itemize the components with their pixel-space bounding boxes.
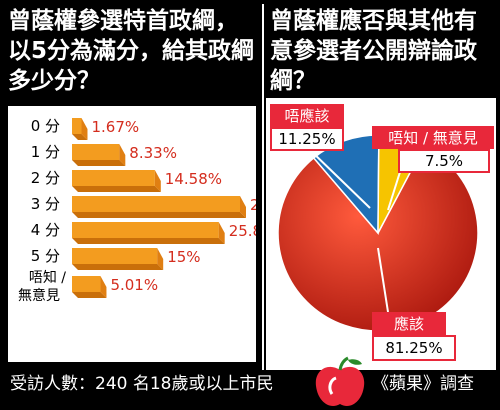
pie-value-unsure: 7.5% [398, 149, 490, 173]
pie-value-yes: 81.25% [372, 335, 456, 361]
bar-end [119, 144, 126, 166]
bar-group [72, 276, 107, 298]
value-label: 25.83% [229, 222, 256, 240]
survey-credit: 《蘋果》調查 [372, 374, 474, 394]
category-label: 5 分 [31, 247, 60, 265]
bar-group [72, 170, 161, 192]
value-label: 14.58% [165, 170, 222, 188]
bar-group [72, 118, 88, 140]
bar-shadow [72, 134, 88, 140]
value-label: 15% [167, 248, 200, 266]
bar-chart: 0 分 1.67% 1 分 8.33% 2 分 14.58% 3 分 29.58% 4 分 25.… [18, 117, 256, 304]
value-label: 5.01% [110, 276, 158, 294]
bar [72, 118, 82, 134]
bar-shadow [72, 292, 107, 298]
bar-end [81, 118, 88, 140]
pie-leader-no [309, 149, 371, 209]
bar [72, 276, 101, 292]
survey-footnote: 受訪人數：240 名18歲或以上市民 [10, 374, 274, 394]
category-label: 0 分 [31, 117, 60, 135]
category-label: 3 分 [31, 195, 60, 213]
apple-logo-icon [315, 356, 365, 406]
bar-shadow [72, 186, 161, 192]
category-label: 唔知 /無意見 [18, 269, 66, 304]
category-label: 1 分 [31, 143, 60, 161]
bar-chart-title: 曾蔭權參選特首政綱，以5分為滿分，給其政綱多少分？ [8, 8, 255, 94]
category-label: 4 分 [31, 221, 60, 239]
bar-shadow [72, 212, 246, 218]
pie-value-no: 11.25% [270, 127, 344, 151]
bar-group [72, 196, 246, 218]
bar [72, 196, 240, 212]
pie-label-no: 唔應該 [270, 104, 344, 127]
bar-group [72, 248, 164, 270]
bar-end [154, 170, 161, 192]
bar-group [72, 144, 126, 166]
value-label: 1.67% [91, 118, 139, 136]
bar [72, 144, 120, 160]
bar-shadow [72, 264, 164, 270]
bar-end [100, 276, 107, 298]
panel-divider [262, 4, 264, 370]
bar [72, 248, 158, 264]
pie-leader-unsure [387, 171, 401, 211]
bar [72, 170, 155, 186]
value-label: 29.58% [250, 196, 256, 214]
bar-shadow [72, 160, 126, 166]
category-label: 2 分 [31, 169, 60, 187]
bar-end [157, 248, 164, 270]
bar [72, 222, 219, 238]
bar-group [72, 222, 225, 244]
bar-end [240, 196, 246, 218]
pie-leader-yes [377, 247, 389, 313]
pie-chart-title: 曾蔭權應否與其他有意參選者公開辯論政綱？ [270, 8, 477, 94]
value-label: 8.33% [129, 144, 177, 162]
pie-label-unsure: 唔知 / 無意見 [372, 126, 494, 149]
bar-end [218, 222, 225, 244]
bar-shadow [72, 238, 225, 244]
pie-label-yes: 應該 [372, 312, 446, 335]
